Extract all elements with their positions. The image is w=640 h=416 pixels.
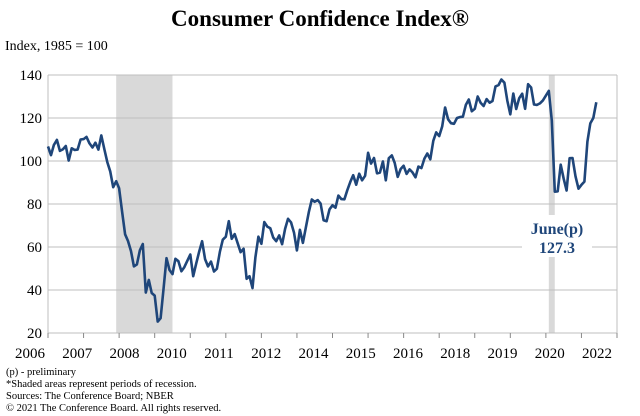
annotation-background <box>522 215 592 257</box>
x-tick-label: 2022 <box>582 346 612 362</box>
x-tick-label: 2010 <box>157 346 187 362</box>
x-tick-label: 2019 <box>488 346 518 362</box>
y-tick-label: 20 <box>27 326 42 342</box>
y-tick-label: 100 <box>20 154 43 170</box>
footnote-sources: Sources: The Conference Board; NBER <box>6 391 174 402</box>
y-tick-label: 40 <box>27 283 42 299</box>
y-tick-label: 80 <box>27 197 42 213</box>
x-tick-label: 2011 <box>204 346 233 362</box>
y-tick-label: 140 <box>20 68 43 84</box>
x-tick-label: 2015 <box>346 346 376 362</box>
x-tick-label: 2007 <box>62 346 93 362</box>
y-tick-label: 60 <box>27 240 42 256</box>
x-tick-label: 2018 <box>440 346 470 362</box>
chart-title: Consumer Confidence Index® <box>171 6 469 31</box>
x-tick-label: 2014 <box>299 346 330 362</box>
x-tick-label: 2008 <box>110 346 140 362</box>
x-tick-label: 2016 <box>393 346 424 362</box>
x-tick-label: 2006 <box>15 346 46 362</box>
x-tick-label: 2012 <box>251 346 281 362</box>
footnote-preliminary: (p) - preliminary <box>6 367 76 378</box>
cci-series-line <box>46 78 598 323</box>
footnote-recession: *Shaded areas represent periods of reces… <box>6 379 197 390</box>
y-axis-label: Index, 1985 = 100 <box>5 39 108 54</box>
y-tick-label: 120 <box>20 111 43 127</box>
x-tick-label: 2020 <box>535 346 565 362</box>
footnote-copyright: © 2021 The Conference Board. All rights … <box>6 403 222 414</box>
annotation-label: June(p) <box>531 221 583 238</box>
annotation-value: 127.3 <box>539 240 575 257</box>
